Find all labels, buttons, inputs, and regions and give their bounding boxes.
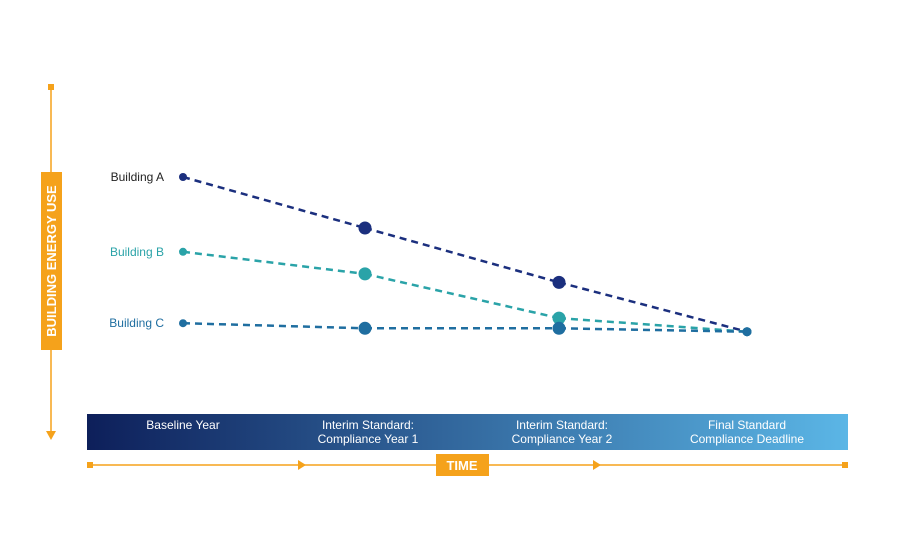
y-axis-label-box bbox=[41, 172, 62, 350]
timeline-stage-label: Final Standard bbox=[708, 418, 786, 432]
x-axis-arrow-icon-1 bbox=[298, 460, 306, 470]
series-line-segment bbox=[364, 272, 560, 320]
y-axis-arrow-icon bbox=[46, 431, 56, 440]
data-point bbox=[179, 319, 187, 328]
data-point bbox=[358, 267, 372, 281]
data-point bbox=[742, 327, 752, 337]
series-line-segment bbox=[558, 316, 748, 333]
series-building-c: Building C bbox=[109, 316, 752, 337]
timeline-stage-sublabel: Compliance Year 2 bbox=[512, 432, 613, 446]
series-label: Building B bbox=[110, 245, 164, 259]
series-label: Building A bbox=[111, 170, 164, 184]
data-point bbox=[358, 221, 372, 235]
y-axis: BUILDING ENERGY USE bbox=[41, 84, 62, 440]
data-point bbox=[552, 321, 566, 335]
series-line-segment bbox=[558, 327, 748, 333]
data-point bbox=[179, 247, 187, 256]
series-building-b: Building B bbox=[110, 245, 752, 337]
timeline-band: Baseline Year Interim Standard:Compliance… bbox=[87, 414, 848, 450]
data-point bbox=[552, 311, 566, 325]
series-line-segment bbox=[182, 321, 366, 330]
x-axis-right-cap bbox=[842, 462, 848, 468]
timeline-stage-labels: Baseline Year Interim Standard:Compliance… bbox=[146, 418, 804, 446]
x-axis-left-cap bbox=[87, 462, 93, 468]
y-axis-top-cap bbox=[48, 84, 54, 90]
timeline-stage-sublabel: Compliance Year 1 bbox=[318, 432, 419, 446]
timeline-stage-sublabel: Compliance Deadline bbox=[690, 432, 804, 446]
series-line-segment bbox=[364, 226, 560, 284]
data-point bbox=[358, 321, 372, 335]
series-layer: Building A Building B Building C bbox=[109, 170, 752, 337]
timeline-band-bar bbox=[87, 414, 848, 450]
series-label: Building C bbox=[109, 316, 164, 330]
data-point bbox=[552, 275, 566, 289]
series-line-segment bbox=[182, 175, 366, 230]
series-line-segment bbox=[182, 250, 366, 276]
timeline-stage-label: Baseline Year bbox=[146, 418, 219, 432]
y-axis-label: BUILDING ENERGY USE bbox=[44, 185, 59, 337]
x-axis-label-box bbox=[436, 454, 489, 476]
series-building-a: Building A bbox=[111, 170, 752, 337]
timeline-stage-label: Interim Standard: bbox=[322, 418, 414, 432]
x-axis-arrow-icon-2 bbox=[593, 460, 601, 470]
data-point bbox=[179, 173, 187, 181]
x-axis: TIME bbox=[87, 454, 848, 476]
series-line-segment bbox=[558, 281, 748, 333]
x-axis-label: TIME bbox=[446, 458, 477, 473]
timeline-stage-label: Interim Standard: bbox=[516, 418, 608, 432]
